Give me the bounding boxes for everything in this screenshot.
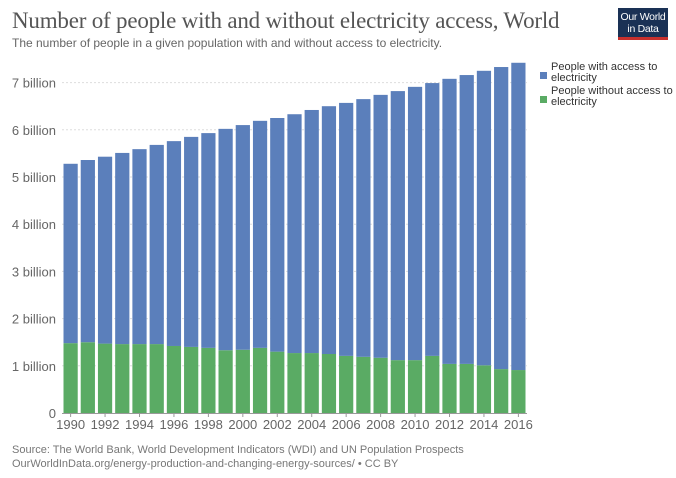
y-tick-label: 0 — [49, 406, 56, 421]
bar-with-access-1994 — [132, 149, 147, 345]
legend: People with access to electricity People… — [540, 62, 676, 110]
bar-with-access-2005 — [321, 106, 337, 354]
legend-swatch-without-access — [540, 96, 547, 103]
x-tick-label: 2012 — [435, 417, 464, 432]
bar-with-access-2008 — [373, 94, 388, 358]
bar-with-access-2011 — [425, 83, 440, 356]
bar-without-access-1991 — [80, 342, 95, 413]
bar-without-access-2000 — [235, 349, 250, 413]
y-tick-label: 7 billion — [12, 76, 56, 91]
y-tick-label: 3 billion — [12, 264, 56, 279]
bar-without-access-2005 — [321, 354, 337, 413]
bar-with-access-2007 — [356, 99, 371, 357]
bar-with-access-2015 — [494, 67, 509, 370]
bar-with-access-2006 — [339, 102, 354, 356]
x-tick-label: 2016 — [504, 417, 533, 432]
x-tick-label: 2000 — [228, 417, 257, 432]
legend-label-without-access: People without access to electricity — [551, 85, 673, 108]
legend-swatch-with-access — [540, 72, 547, 79]
bar-without-access-1992 — [97, 343, 113, 413]
bar-without-access-1998 — [201, 347, 216, 413]
x-tick-label: 2004 — [297, 417, 326, 432]
legend-label-with-access: People with access to electricity — [551, 61, 658, 84]
bar-with-access-1995 — [149, 144, 164, 345]
bar-with-access-1993 — [115, 152, 130, 345]
bar-with-access-1992 — [97, 156, 113, 344]
legend-item-with-access[interactable]: People with access to electricity — [540, 62, 676, 84]
y-tick-label: 5 billion — [12, 170, 56, 185]
bar-with-access-2004 — [304, 109, 319, 354]
bar-with-access-2003 — [287, 114, 302, 354]
bar-without-access-1995 — [149, 344, 164, 413]
bar-without-access-2003 — [287, 353, 302, 413]
footer: Source: The World Bank, World Developmen… — [12, 443, 464, 471]
y-tick-label: 2 billion — [12, 312, 56, 327]
bar-with-access-2014 — [476, 70, 492, 366]
bar-without-access-2004 — [304, 353, 319, 413]
x-tick-label: 1998 — [194, 417, 223, 432]
bar-without-access-2006 — [339, 355, 354, 413]
legend-item-without-access[interactable]: People without access to electricity — [540, 86, 676, 108]
x-tick-label: 2010 — [401, 417, 430, 432]
x-tick-label: 1994 — [125, 417, 154, 432]
bar-with-access-1998 — [201, 133, 216, 348]
chart-title: Number of people with and without electr… — [12, 8, 560, 33]
x-tick-label: 1996 — [159, 417, 188, 432]
bar-without-access-2012 — [442, 363, 457, 413]
bar-without-access-1994 — [132, 344, 147, 413]
bar-with-access-2016 — [511, 62, 526, 371]
bar-without-access-2015 — [494, 369, 509, 413]
x-tick-label: 1990 — [56, 417, 85, 432]
bar-with-access-1991 — [80, 160, 95, 343]
y-tick-label: 6 billion — [12, 123, 56, 138]
bar-without-access-1990 — [63, 343, 78, 413]
bar-with-access-1990 — [63, 163, 78, 344]
bar-without-access-2002 — [270, 351, 285, 413]
bar-without-access-1993 — [115, 344, 130, 413]
bar-without-access-2014 — [476, 365, 492, 413]
y-tick-label: 4 billion — [12, 217, 56, 232]
x-tick-label: 2006 — [332, 417, 361, 432]
bar-with-access-2009 — [390, 91, 405, 361]
bar-with-access-1997 — [184, 136, 199, 347]
bar-with-access-2000 — [235, 125, 250, 350]
bar-without-access-2016 — [511, 370, 526, 413]
bar-without-access-2013 — [459, 363, 474, 413]
bar-without-access-1997 — [184, 346, 199, 413]
source-url[interactable]: OurWorldInData.org/energy-production-and… — [12, 458, 399, 470]
bar-with-access-2001 — [252, 120, 268, 348]
x-tick-label: 2014 — [469, 417, 498, 432]
bar-with-access-2013 — [459, 75, 474, 364]
owid-logo[interactable]: Our World in Data — [618, 8, 668, 40]
x-tick-label: 1992 — [91, 417, 120, 432]
bar-without-access-1996 — [166, 345, 182, 413]
bar-with-access-1996 — [166, 141, 182, 346]
bar-without-access-2008 — [373, 357, 388, 413]
bar-without-access-2009 — [390, 360, 405, 413]
bar-with-access-2012 — [442, 78, 457, 364]
source-note: Source: The World Bank, World Developmen… — [12, 444, 464, 456]
bar-with-access-2010 — [407, 86, 423, 361]
bar-without-access-2010 — [407, 360, 423, 413]
bar-without-access-2011 — [425, 355, 440, 413]
bar-without-access-2007 — [356, 356, 371, 413]
bar-with-access-1999 — [218, 128, 233, 351]
bar-without-access-2001 — [252, 347, 268, 413]
bar-with-access-2002 — [270, 118, 285, 352]
y-tick-label: 1 billion — [12, 359, 56, 374]
chart-subtitle: The number of people in a given populati… — [12, 36, 443, 50]
x-tick-label: 2008 — [366, 417, 395, 432]
logo-line-2: in Data — [627, 23, 659, 35]
bar-without-access-1999 — [218, 350, 233, 413]
logo-line-1: Our World — [620, 11, 666, 23]
x-tick-label: 2002 — [263, 417, 292, 432]
